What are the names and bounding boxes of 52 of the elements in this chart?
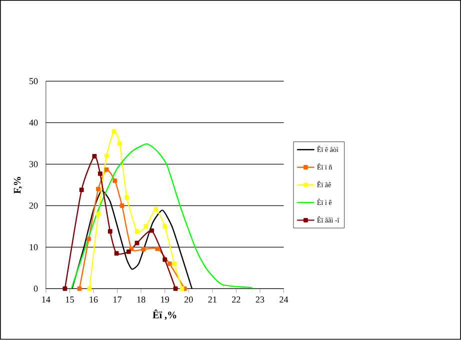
point — [87, 286, 92, 292]
x-tick-label: 19 — [161, 296, 169, 303]
point — [155, 246, 160, 252]
y-tick-label: 40 — [29, 120, 38, 126]
point — [154, 207, 158, 212]
x-tick-label: 15 — [66, 296, 74, 303]
line-series — [70, 143, 254, 289]
point — [86, 236, 91, 242]
y-tick-label: 10 — [30, 244, 38, 250]
point — [114, 251, 119, 256]
point — [172, 262, 177, 266]
y-tick-label: 50 — [30, 78, 38, 84]
point — [108, 229, 112, 234]
point — [117, 141, 122, 146]
y-tick-label: 30 — [29, 161, 38, 168]
point — [104, 168, 109, 172]
point — [144, 224, 148, 229]
point — [112, 178, 118, 184]
x-tick-label: 20 — [184, 296, 193, 303]
point — [98, 172, 102, 176]
point — [167, 262, 172, 266]
y-tick-label: 0 — [34, 286, 38, 292]
x-tick-label: 18 — [137, 296, 146, 303]
x-tick-label: 22 — [232, 296, 240, 303]
point — [150, 228, 154, 233]
point — [134, 229, 140, 234]
point — [129, 246, 134, 252]
point — [120, 204, 124, 208]
point — [162, 224, 168, 229]
point — [96, 187, 100, 192]
point — [92, 154, 97, 159]
point — [126, 250, 131, 254]
x-tick-label: 14 — [42, 296, 50, 303]
point — [141, 247, 146, 252]
point — [62, 286, 68, 292]
point — [112, 129, 116, 134]
point — [104, 154, 109, 158]
point — [77, 286, 82, 292]
y-axis-title: F,% — [14, 177, 22, 194]
point — [124, 195, 130, 200]
point — [173, 286, 178, 292]
x-tick-label: 17 — [114, 296, 122, 303]
x-tick-label: 24 — [280, 296, 288, 303]
point — [96, 212, 100, 216]
point — [79, 188, 84, 192]
x-tick-label: 21 — [208, 296, 216, 303]
x-tick-label: 16 — [90, 296, 98, 303]
point — [180, 286, 184, 292]
point — [162, 258, 168, 262]
y-tick-label: 20 — [29, 202, 38, 209]
x-axis-title: Êï ,% — [152, 310, 176, 320]
x-tick-label: 23 — [256, 296, 264, 303]
